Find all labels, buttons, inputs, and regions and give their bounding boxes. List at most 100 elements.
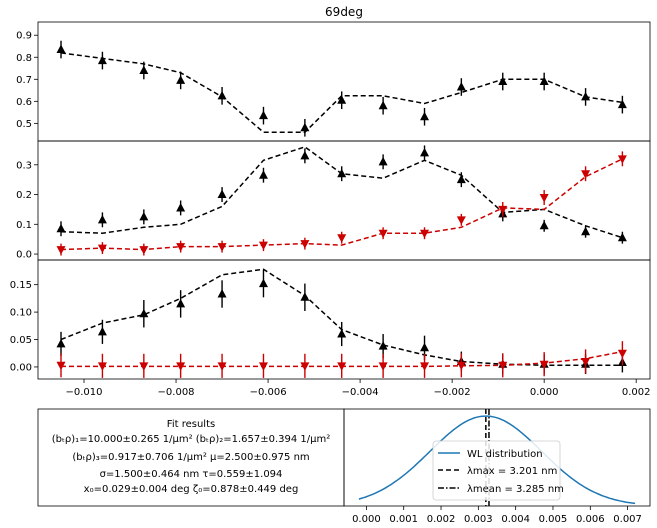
panel-3-data-point: [378, 362, 388, 371]
panel-1-ytick-label: 0.8: [16, 53, 32, 64]
panel-2-data-point: [139, 211, 149, 221]
panel-3-data-point: [56, 338, 66, 348]
dist-xtick-label: 0.005: [539, 514, 568, 525]
panel-1-ytick-label: 0.5: [16, 119, 32, 130]
panel-3-data-point: [97, 362, 107, 371]
panel-2-data-point: [617, 232, 627, 242]
panel-2-data-point: [176, 243, 186, 252]
panel-2-data-point: [581, 170, 591, 179]
dist-xtick-label: 0.004: [501, 514, 530, 525]
panel-3-data-point: [217, 289, 227, 298]
panel-3-data-point: [97, 326, 107, 336]
dist-xtick-label: 0.006: [576, 514, 605, 525]
panel-1-data-point: [97, 55, 107, 65]
panel-1-data-point: [217, 90, 227, 100]
panel-2-data-point: [176, 202, 186, 212]
panel-3-data-point: [378, 341, 388, 350]
panel-2-ytick-label: 0.1: [16, 220, 32, 231]
panel-3-data-point: [258, 278, 268, 288]
panel-3-data-point: [581, 357, 591, 367]
distribution-curve: [358, 415, 636, 505]
panels-layer: 0.50.60.70.80.90.00.10.20.30.000.050.100…: [10, 31, 651, 398]
panel-1-data-point: [139, 65, 149, 74]
panel-2-data-point: [56, 223, 66, 233]
legend-label-distribution: WL distribution: [467, 449, 543, 460]
fit-results-line-4: x₀=0.029±0.004 deg ζ₀=0.878±0.449 deg: [84, 484, 299, 495]
panel-1-data-point: [456, 82, 466, 91]
panel-2-ytick-label: 0.2: [16, 190, 32, 201]
panel-3-data-point: [539, 360, 549, 370]
panel-3-xtick-label: −0.004: [342, 387, 379, 398]
legend-label-lambda-mean: λmean = 3.285 nm: [467, 484, 564, 495]
panel-2: 0.0 0.1 0.2 0.3: [16, 145, 627, 261]
panel-2-data-point: [258, 241, 268, 251]
dist-xtick-label: 0.002: [427, 514, 456, 525]
panel-3-data-point: [56, 361, 66, 371]
panel-3-data-point: [139, 308, 149, 318]
panel-2-data-point: [217, 243, 227, 252]
panel-3-data-point: [300, 362, 310, 371]
panel-1-frame: [37, 21, 651, 142]
panel-2-data-point: [498, 205, 508, 215]
distribution-frame: [343, 408, 651, 507]
panel-1-data-point: [539, 76, 549, 85]
dist-xtick-label: 0.001: [389, 514, 418, 525]
panel-3-data-point: [617, 349, 627, 359]
panel-3-xtick-label: 0.000: [530, 387, 559, 398]
panel-3-data-point: [139, 362, 149, 371]
panel-2-data-point: [617, 155, 627, 164]
panel-1-ytick-label: 0.7: [16, 75, 32, 86]
panel-3-ytick-label: 0.00: [10, 362, 32, 373]
panel-2-data-point: [300, 150, 310, 160]
panel-3-xtick-label: −0.006: [250, 387, 287, 398]
panel-3-xtick-label: −0.002: [434, 387, 471, 398]
panel-2-data-point: [258, 170, 268, 179]
panel-2-fit-line-1: [60, 158, 623, 251]
panel-2-ytick-label: 0.0: [16, 250, 32, 261]
panel-1-data-point: [420, 111, 430, 121]
legend-box: [432, 440, 561, 501]
panel-2-data-point: [337, 234, 347, 243]
panel-2-data-point: [539, 220, 549, 230]
panel-2-data-point: [300, 240, 310, 249]
panel-3-data-point: [176, 362, 186, 371]
panel-3-ytick-label: 0.15: [10, 280, 32, 291]
panel-1-data-point: [258, 110, 268, 120]
panel-3-data-point: [176, 298, 186, 308]
fit-results-line-1: (bₜρ)₁=10.000±0.265 1/μm² (bₜρ)₂=1.657±0…: [52, 434, 331, 445]
fit-results-line-2: (bₜρ)₃=0.917±0.706 1/μm² μ=2.500±0.975 n…: [72, 452, 309, 463]
panel-3: 0.00 0.05 0.10 0.15 −0.010 −0.008 −0.006 −0.004…: [10, 268, 651, 398]
fit-results-header: Fit results: [167, 419, 215, 430]
panel-3-xtick-label: 0.002: [622, 387, 651, 398]
fit-results-line-3: σ=1.500±0.464 nm τ=0.559±1.094: [100, 469, 283, 480]
panel-3-ytick-label: 0.10: [10, 308, 32, 319]
panel-2-data-point: [56, 246, 66, 255]
panel-1-data-point: [378, 100, 388, 110]
panel-2-fit-line-0: [60, 146, 623, 239]
panel-3-data-point: [420, 362, 430, 371]
dist-xtick-label: 0.000: [352, 514, 381, 525]
panel-3-xtick-label: −0.010: [66, 387, 103, 398]
panel-1-ytick-label: 0.6: [16, 97, 32, 108]
panel-1-data-point: [498, 76, 508, 85]
panel-3-data-point: [498, 361, 508, 371]
panel-2-data-point: [539, 194, 549, 203]
panel-2-ytick-label: 0.3: [16, 160, 32, 171]
panel-2-data-point: [456, 216, 466, 225]
panel-2-data-point: [378, 229, 388, 239]
panel-1-data-point: [617, 99, 627, 109]
panel-2-data-point: [420, 229, 430, 239]
panel-1-data-point: [176, 75, 186, 84]
panel-1-data-point: [337, 95, 347, 104]
panel-2-data-point: [97, 244, 107, 254]
panel-2-frame: [37, 140, 651, 261]
panel-3-fit-line-0: [60, 268, 623, 367]
panel-3-xtick-label: −0.008: [158, 387, 195, 398]
panel-3-data-point: [456, 361, 466, 371]
panel-2-data-point: [581, 226, 591, 236]
panel-3-frame: [37, 259, 651, 380]
panel-2-data-point: [217, 189, 227, 199]
dist-xtick-label: 0.007: [613, 514, 642, 525]
panel-1-data-point: [56, 44, 66, 54]
